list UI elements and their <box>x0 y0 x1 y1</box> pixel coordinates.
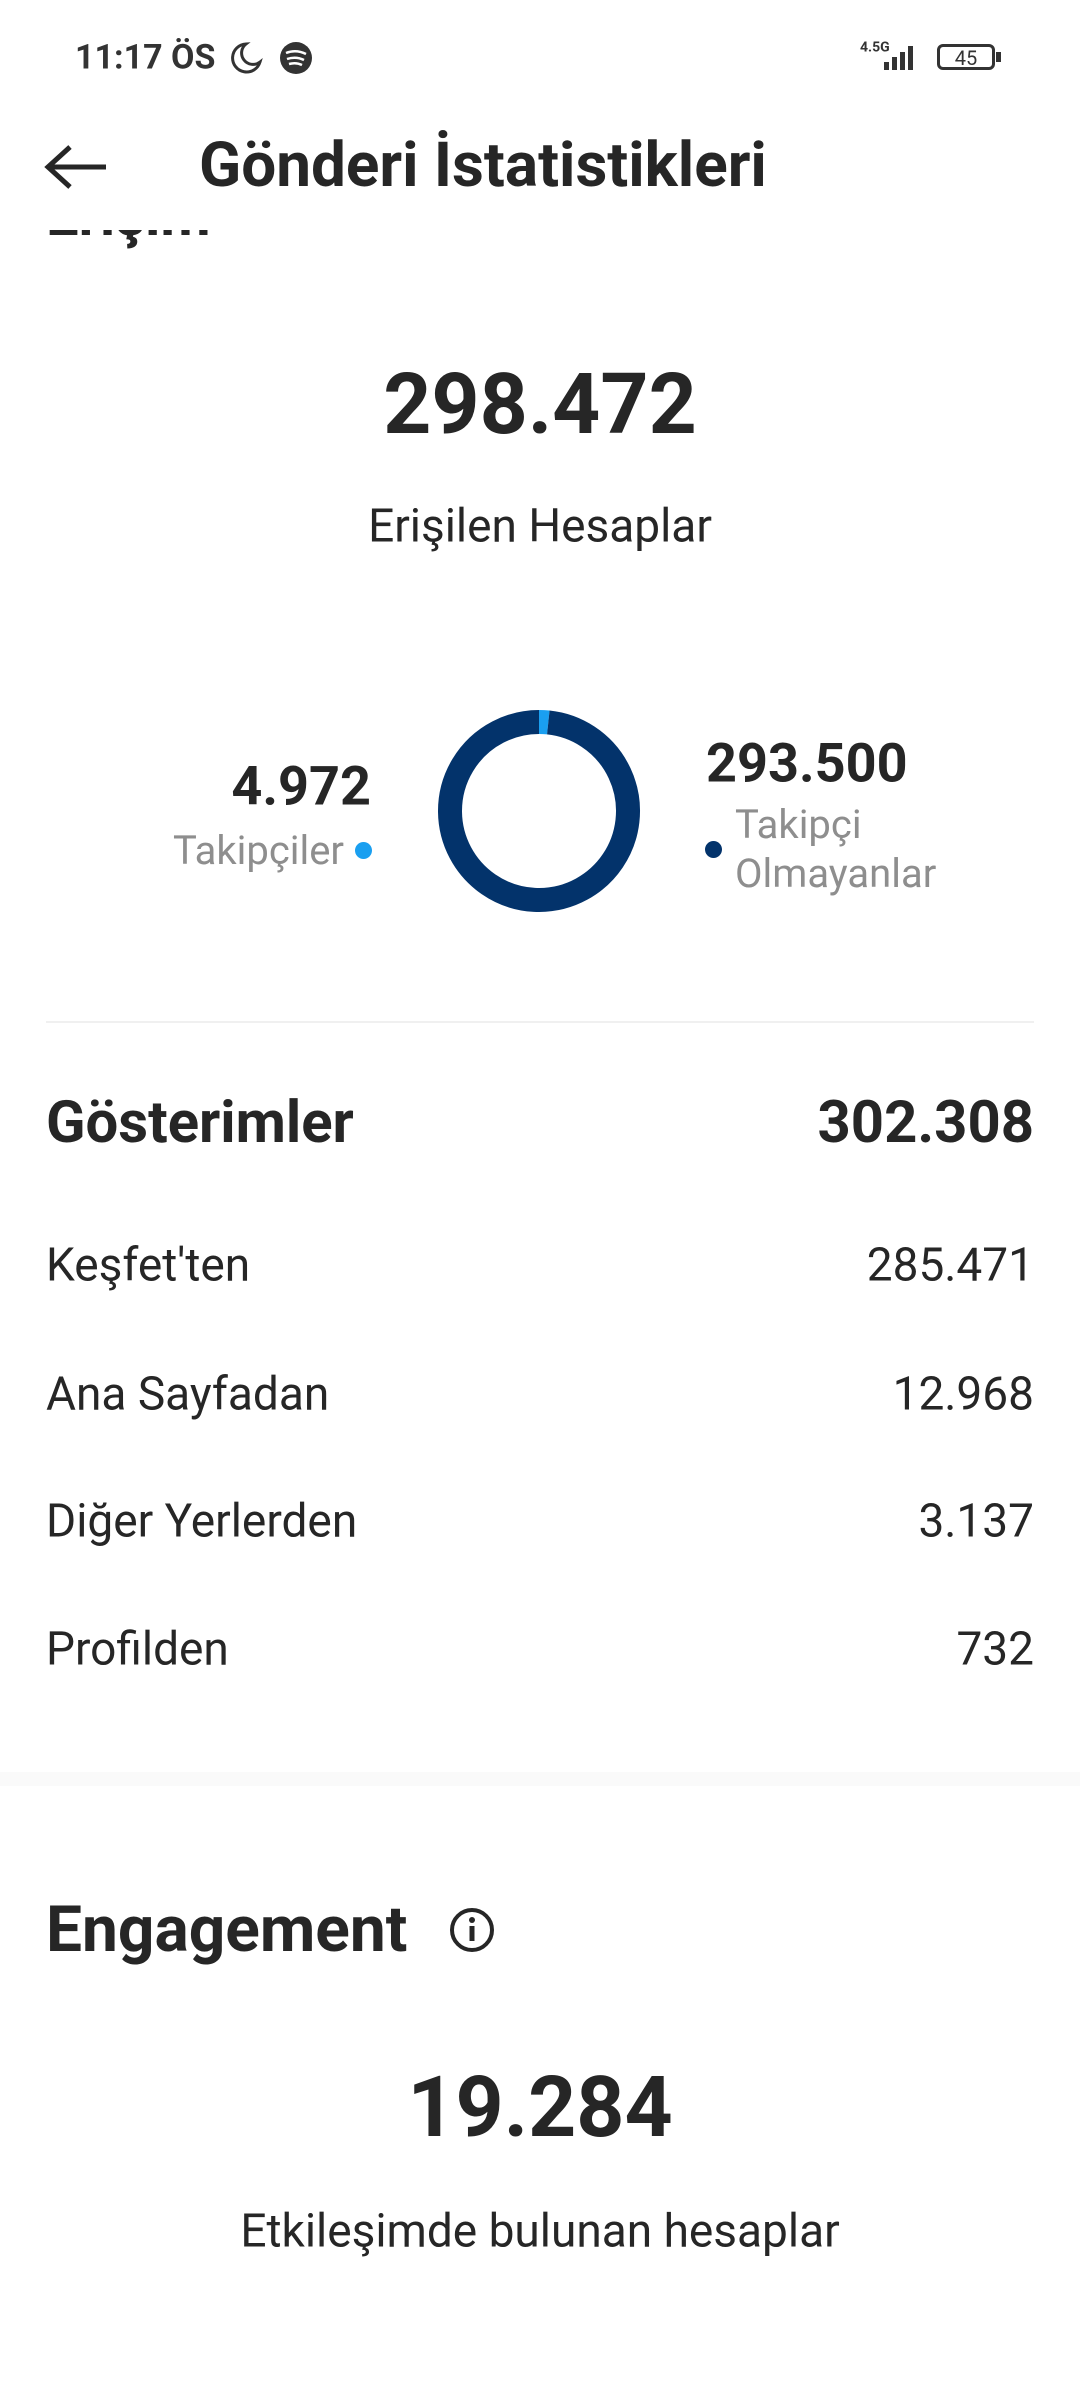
followers-label: Takipçiler <box>172 827 344 874</box>
signal-icon <box>884 46 913 70</box>
header-title: Gönderi İstatistikleri <box>199 128 767 202</box>
reach-total: 298.472 <box>383 354 697 454</box>
engagement-total-label: Etkileşimde bulunan hesaplar <box>240 2204 840 2259</box>
row-label: Diğer Yerlerden <box>46 1494 358 1549</box>
status-time: 11:17 ÖS <box>75 37 216 78</box>
divider <box>46 1021 1034 1023</box>
row-label: Keşfet'ten <box>46 1238 251 1293</box>
header: Gönderi İstatistikleri <box>0 100 1080 230</box>
battery-icon <box>937 44 995 70</box>
non-followers-label: Takipçi Olmayanlar <box>735 801 937 897</box>
battery-tip <box>996 52 1001 62</box>
row-value: 3.137 <box>918 1494 1034 1549</box>
row-label: Ana Sayfadan <box>46 1367 330 1422</box>
donut-chart <box>438 710 640 912</box>
engagement-total: 19.284 <box>407 2057 673 2157</box>
reach-section-title: Erişim <box>46 230 211 250</box>
impressions-total: 302.308 <box>817 1089 1034 1158</box>
row-value: 12.968 <box>892 1367 1034 1422</box>
donut-segment <box>438 710 640 912</box>
clip: Erişim <box>0 230 1080 260</box>
back-button[interactable] <box>44 144 110 190</box>
network-type: 4.5G <box>860 39 890 56</box>
impressions-title: Gösterimler <box>46 1089 354 1158</box>
non-followers-value: 293.500 <box>706 732 908 796</box>
section-separator <box>0 1772 1080 1786</box>
row-value: 732 <box>956 1622 1034 1677</box>
followers-value: 4.972 <box>231 755 371 819</box>
battery-level: 45 <box>954 46 978 70</box>
reach-total-label: Erişilen Hesaplar <box>368 499 712 554</box>
row-label: Profilden <box>46 1622 229 1677</box>
info-button[interactable] <box>448 1906 496 1954</box>
legend-dot <box>355 842 372 859</box>
legend-dot <box>705 841 722 858</box>
status-icons <box>231 42 312 74</box>
row-value: 285.471 <box>866 1238 1034 1293</box>
engagement-title: Engagement <box>46 1891 408 1967</box>
